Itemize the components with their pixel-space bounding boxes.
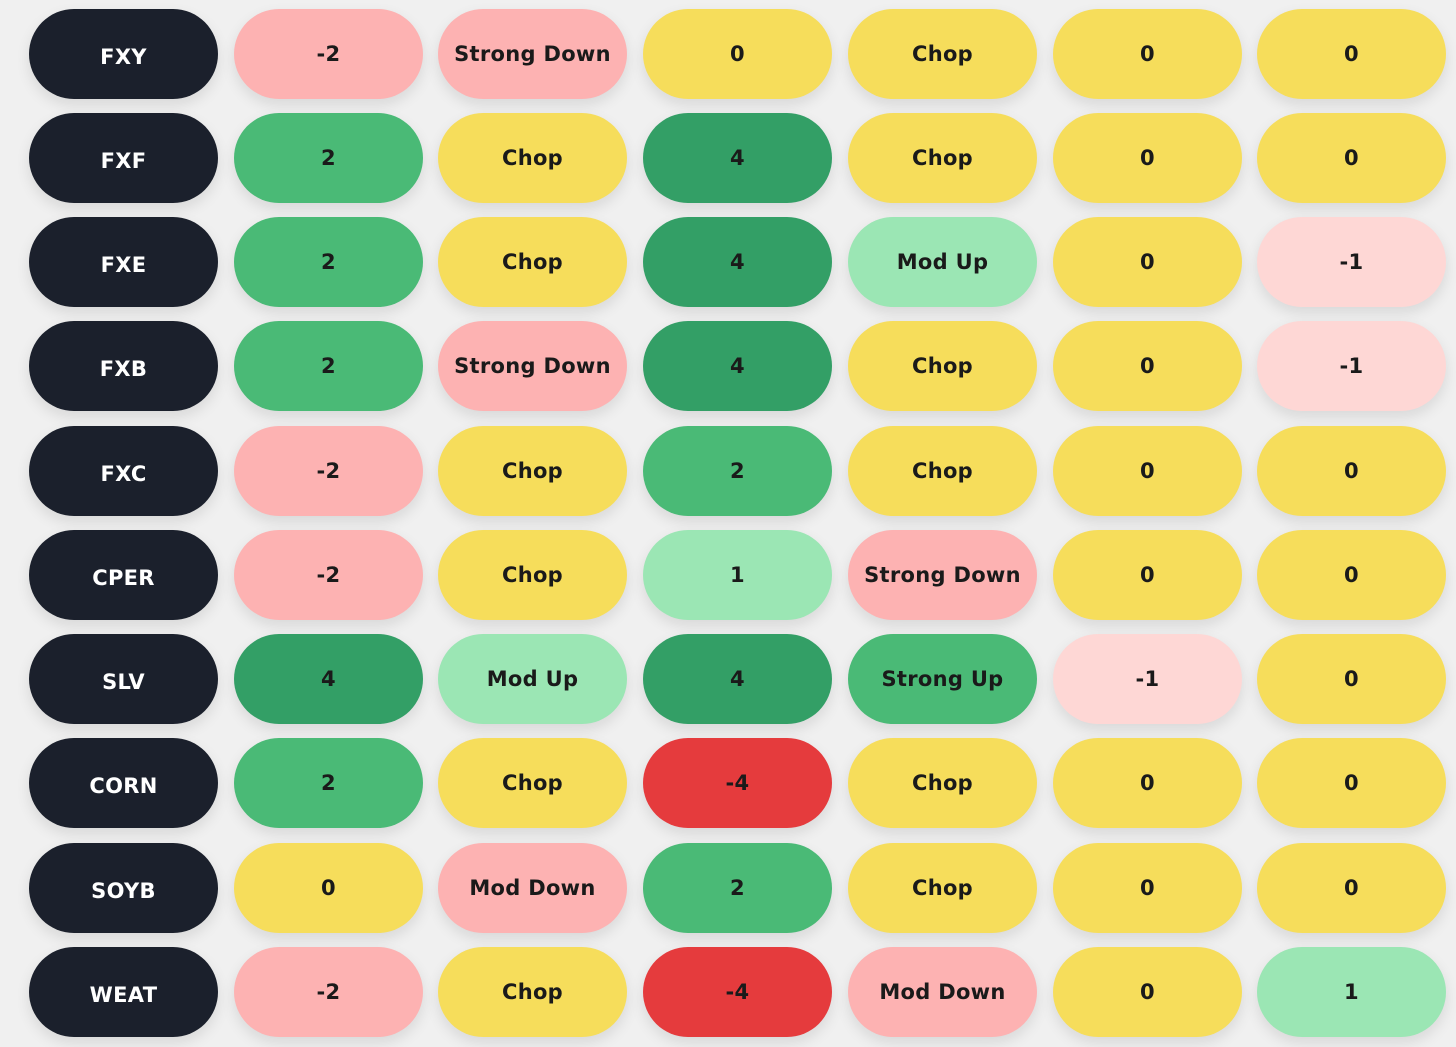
signal-cell: 0 <box>1053 113 1242 203</box>
signal-cell: -1 <box>1053 634 1242 724</box>
signal-cell: 0 <box>1257 634 1446 724</box>
signal-cell: -2 <box>234 9 423 99</box>
signal-cell: 0 <box>1053 9 1242 99</box>
signal-cell: Strong Down <box>438 321 627 411</box>
ticker-pill: FXE <box>29 217 218 307</box>
ticker-pill: WEAT <box>29 947 218 1037</box>
grid-row: CORN 2 Chop -4 Chop 0 0 <box>0 738 1456 828</box>
signal-cell: 2 <box>643 426 832 516</box>
signal-cell: 0 <box>643 9 832 99</box>
signal-cell: Chop <box>438 530 627 620</box>
signal-cell: 2 <box>234 738 423 828</box>
signal-cell: 4 <box>643 217 832 307</box>
signal-cell: Chop <box>848 843 1037 933</box>
ticker-pill: FXY <box>29 9 218 99</box>
signal-cell: Chop <box>438 947 627 1037</box>
signal-cell: Strong Up <box>848 634 1037 724</box>
signal-cell: 2 <box>234 113 423 203</box>
signal-cell: 0 <box>1053 530 1242 620</box>
grid-row: FXC -2 Chop 2 Chop 0 0 <box>0 426 1456 516</box>
ticker-pill: CPER <box>29 530 218 620</box>
signal-cell: 0 <box>1257 9 1446 99</box>
signal-cell: Chop <box>848 426 1037 516</box>
signal-cell: Chop <box>848 738 1037 828</box>
signal-cell: 1 <box>1257 947 1446 1037</box>
signal-cell: 2 <box>643 843 832 933</box>
grid-row: FXB 2 Strong Down 4 Chop 0 -1 <box>0 321 1456 411</box>
ticker-pill: SOYB <box>29 843 218 933</box>
signal-cell: 0 <box>1257 843 1446 933</box>
grid-row: FXF 2 Chop 4 Chop 0 0 <box>0 113 1456 203</box>
signal-cell: -4 <box>643 947 832 1037</box>
ticker-pill: SLV <box>29 634 218 724</box>
signal-cell: 0 <box>1257 738 1446 828</box>
signal-cell: 0 <box>234 843 423 933</box>
signal-cell: 4 <box>234 634 423 724</box>
signal-cell: 0 <box>1053 426 1242 516</box>
signal-cell: Chop <box>848 9 1037 99</box>
signal-cell: 2 <box>234 321 423 411</box>
ticker-pill: FXC <box>29 426 218 516</box>
grid-row: SOYB 0 Mod Down 2 Chop 0 0 <box>0 843 1456 933</box>
grid-row: FXY -2 Strong Down 0 Chop 0 0 <box>0 9 1456 99</box>
signal-cell: Mod Down <box>848 947 1037 1037</box>
signal-cell: 4 <box>643 113 832 203</box>
signal-cell: 0 <box>1257 113 1446 203</box>
signal-cell: Chop <box>438 426 627 516</box>
signal-cell: 0 <box>1257 426 1446 516</box>
signal-cell: 0 <box>1257 530 1446 620</box>
signal-cell: Chop <box>438 113 627 203</box>
ticker-pill: FXF <box>29 113 218 203</box>
signal-cell: 0 <box>1053 843 1242 933</box>
signal-cell: -2 <box>234 530 423 620</box>
signal-cell: -4 <box>643 738 832 828</box>
ticker-pill: CORN <box>29 738 218 828</box>
signal-cell: Chop <box>438 217 627 307</box>
signal-cell: Mod Down <box>438 843 627 933</box>
signal-cell: Chop <box>848 113 1037 203</box>
signal-cell: -2 <box>234 426 423 516</box>
grid-row: CPER -2 Chop 1 Strong Down 0 0 <box>0 530 1456 620</box>
signal-cell: Mod Up <box>848 217 1037 307</box>
signal-cell: 0 <box>1053 217 1242 307</box>
grid-row: FXE 2 Chop 4 Mod Up 0 -1 <box>0 217 1456 307</box>
signal-cell: Chop <box>438 738 627 828</box>
signal-cell: 1 <box>643 530 832 620</box>
signal-cell: Chop <box>848 321 1037 411</box>
signal-cell: 2 <box>234 217 423 307</box>
grid-row: SLV 4 Mod Up 4 Strong Up -1 0 <box>0 634 1456 724</box>
signal-cell: Strong Down <box>438 9 627 99</box>
signal-cell: Strong Down <box>848 530 1037 620</box>
signal-cell: Mod Up <box>438 634 627 724</box>
ticker-pill: FXB <box>29 321 218 411</box>
signal-cell: -1 <box>1257 217 1446 307</box>
signal-cell: 0 <box>1053 738 1242 828</box>
signal-cell: 0 <box>1053 947 1242 1037</box>
signal-cell: 0 <box>1053 321 1242 411</box>
signal-cell: -1 <box>1257 321 1446 411</box>
grid-row: WEAT -2 Chop -4 Mod Down 0 1 <box>0 947 1456 1037</box>
signal-cell: 4 <box>643 321 832 411</box>
signal-cell: -2 <box>234 947 423 1037</box>
signal-cell: 4 <box>643 634 832 724</box>
